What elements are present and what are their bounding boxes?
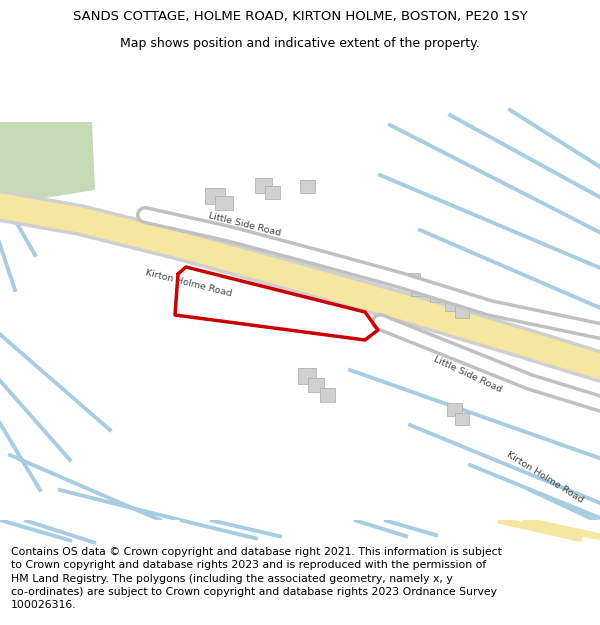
Polygon shape — [265, 186, 280, 199]
Polygon shape — [205, 188, 225, 204]
Polygon shape — [445, 298, 461, 311]
Polygon shape — [255, 178, 272, 193]
Polygon shape — [447, 403, 462, 416]
Polygon shape — [215, 196, 233, 210]
Polygon shape — [430, 288, 448, 302]
Text: Little Side Road: Little Side Road — [432, 355, 503, 394]
Text: Map shows position and indicative extent of the property.: Map shows position and indicative extent… — [120, 37, 480, 50]
Polygon shape — [455, 306, 469, 318]
Polygon shape — [400, 273, 420, 288]
Polygon shape — [0, 122, 95, 205]
Text: Kirton Holme Road: Kirton Holme Road — [505, 450, 585, 504]
Text: Little Side Road: Little Side Road — [208, 211, 282, 238]
Polygon shape — [300, 180, 315, 193]
Text: SANDS COTTAGE, HOLME ROAD, KIRTON HOLME, BOSTON, PE20 1SY: SANDS COTTAGE, HOLME ROAD, KIRTON HOLME,… — [73, 10, 527, 23]
Text: Kirton Holme Road: Kirton Holme Road — [145, 268, 233, 298]
Text: Contains OS data © Crown copyright and database right 2021. This information is : Contains OS data © Crown copyright and d… — [11, 548, 502, 610]
Polygon shape — [411, 281, 430, 296]
Polygon shape — [320, 388, 335, 402]
Polygon shape — [455, 413, 469, 425]
Polygon shape — [308, 378, 324, 392]
Polygon shape — [298, 368, 316, 384]
